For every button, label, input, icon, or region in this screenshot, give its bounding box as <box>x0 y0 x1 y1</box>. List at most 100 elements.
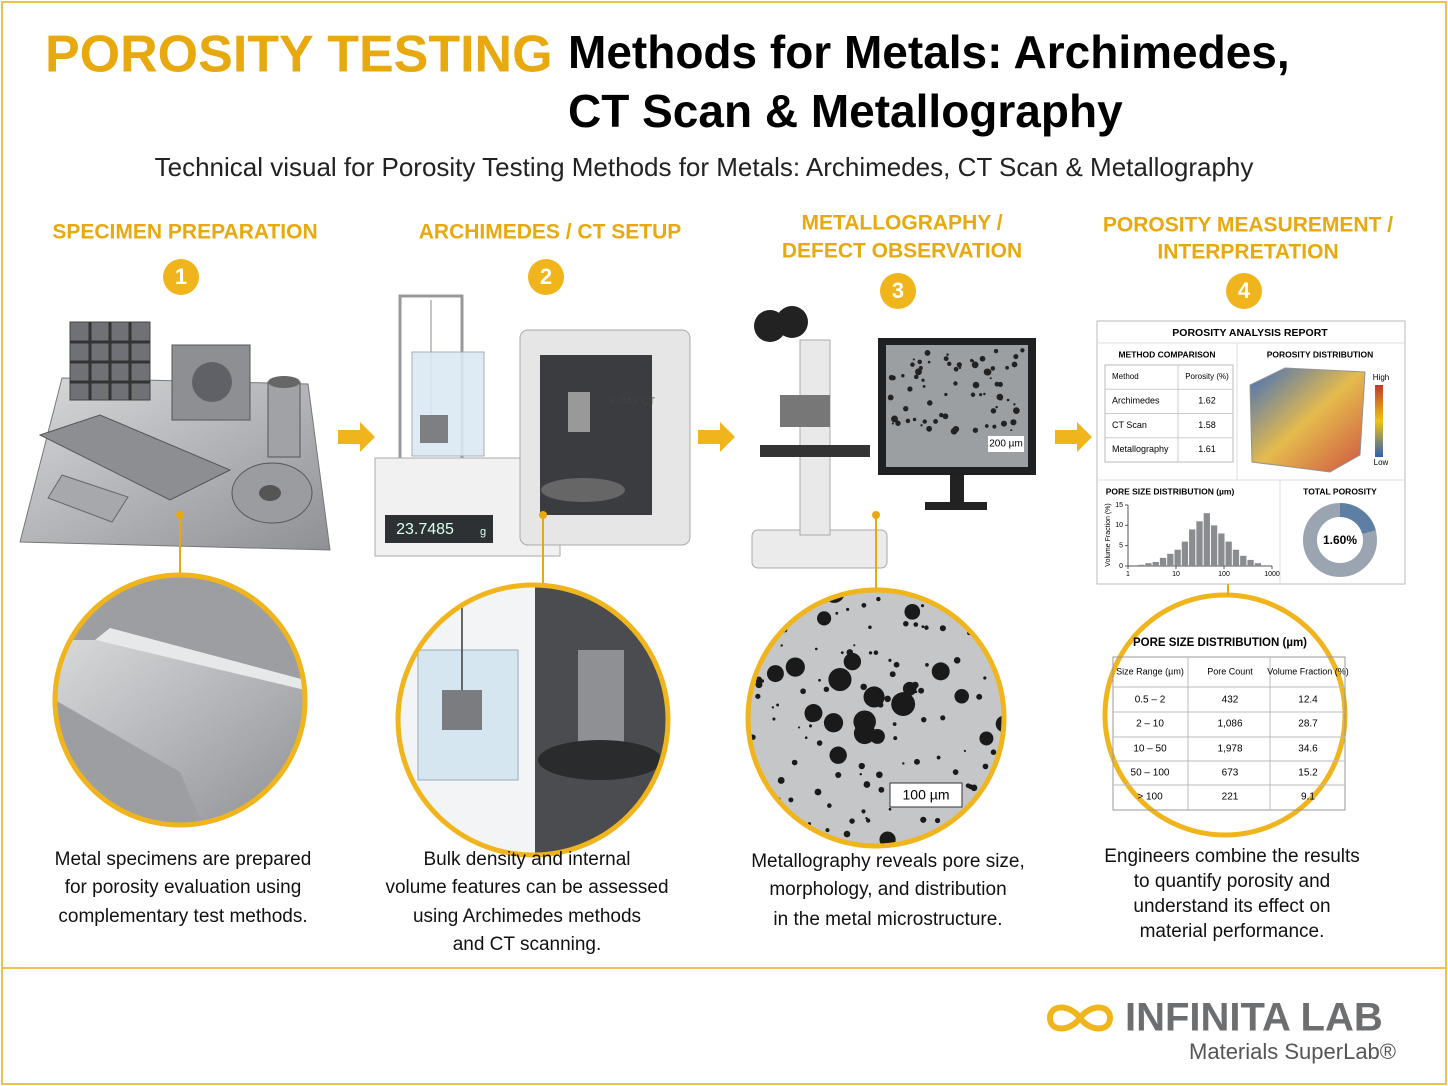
histogram-bar <box>1159 557 1167 566</box>
pore <box>918 365 923 371</box>
pore <box>990 408 997 414</box>
pore <box>774 810 781 817</box>
table-cell: 221 <box>1222 792 1239 803</box>
table-cell: > 100 <box>1137 792 1163 803</box>
step-description: volume features can be assessed <box>385 877 668 898</box>
pore <box>1005 825 1008 828</box>
pore <box>912 417 917 422</box>
x-tick-label: 1 <box>1126 571 1130 578</box>
connector-dot <box>539 511 547 519</box>
histogram-bar <box>1167 553 1174 566</box>
pore <box>1000 584 1004 588</box>
pore <box>846 649 854 656</box>
closeup-ring <box>745 587 1007 849</box>
pore <box>934 817 941 824</box>
table-cell: Archimedes <box>1112 396 1160 406</box>
report: POROSITY ANALYSIS REPORT METHOD COMPARIS… <box>1096 320 1406 585</box>
pore <box>868 651 873 655</box>
closeup-ring <box>52 572 308 828</box>
pore <box>927 360 931 364</box>
y-tick-label: 10 <box>1115 522 1123 529</box>
pore <box>777 590 785 592</box>
pore <box>840 651 844 655</box>
histogram-bar <box>1181 541 1189 566</box>
table-cell: Metallography <box>1112 444 1169 454</box>
title-highlight: POROSITY TESTING <box>45 26 553 84</box>
pore <box>923 583 928 588</box>
pore <box>1011 361 1018 368</box>
pore <box>804 736 808 740</box>
pore <box>823 713 844 733</box>
histogram-bar <box>1189 529 1196 566</box>
pore <box>859 773 862 776</box>
pore <box>914 590 929 595</box>
pore <box>943 356 949 362</box>
pore <box>903 620 909 627</box>
pore <box>1004 799 1007 802</box>
x-tick-label: 100 <box>1218 571 1230 578</box>
pore <box>905 418 911 424</box>
pore <box>984 424 989 428</box>
title-line: CT Scan & Metallography <box>568 85 1123 137</box>
pore <box>946 353 949 356</box>
title-line: Methods for Metals: Archimedes, <box>568 26 1290 78</box>
section-title: TOTAL POROSITY <box>1303 486 1377 496</box>
pore <box>777 777 785 784</box>
pore <box>800 688 806 695</box>
pore <box>993 348 999 354</box>
balance-display: 23.7485 <box>396 521 454 538</box>
pore <box>914 758 920 765</box>
section-title: METHOD COMPARISON <box>1118 349 1215 359</box>
archimedes-ct-image: 23.7485 g X-RAY CT <box>374 294 691 557</box>
table-cell: 1,086 <box>1217 719 1242 730</box>
pore <box>765 622 769 626</box>
pore <box>829 746 847 764</box>
histogram-bar <box>1210 525 1218 566</box>
pore <box>861 809 866 814</box>
pore <box>995 715 1004 733</box>
pore-table: Size Range (µm) Pore Count Volume Fraction… <box>1112 656 1349 811</box>
closeup-ring <box>395 582 671 858</box>
step-description: Metal specimens are prepared <box>55 849 312 870</box>
pore <box>1013 403 1016 406</box>
step-description: Bulk density and internal <box>423 849 630 870</box>
pore <box>913 622 919 627</box>
step-description: to quantify porosity and <box>1134 871 1330 892</box>
pore <box>921 819 924 823</box>
step-description: using Archimedes methods <box>413 906 641 927</box>
pore <box>912 358 915 361</box>
pore <box>982 763 989 770</box>
pore <box>808 835 826 846</box>
pore <box>873 650 879 655</box>
y-tick-label: 15 <box>1115 502 1123 509</box>
step-badge <box>163 259 199 295</box>
specimens-image <box>19 321 331 551</box>
pore <box>787 582 794 589</box>
pore <box>755 676 763 684</box>
pore <box>969 358 974 363</box>
pore <box>910 362 915 367</box>
pore <box>939 625 946 632</box>
section-title: PORE SIZE DISTRIBUTION (µm) <box>1106 486 1235 496</box>
connector-dot <box>872 511 880 519</box>
logo-name: INFINITA LAB <box>1125 996 1383 1040</box>
pore <box>907 698 915 705</box>
histogram-bar <box>1174 549 1181 566</box>
step-title: METALLOGRAPHY / <box>801 212 1002 235</box>
pore <box>940 715 946 721</box>
ct-label: X-RAY CT <box>609 397 655 408</box>
pore <box>1006 398 1010 402</box>
pore <box>979 731 994 746</box>
pore <box>944 392 948 397</box>
pore <box>922 419 927 424</box>
subtitle: Technical visual for Porosity Testing Me… <box>155 152 1254 182</box>
micrograph <box>748 582 1008 846</box>
pore <box>1002 747 1004 752</box>
step-number: 1 <box>175 264 187 289</box>
pore <box>865 817 868 820</box>
pore <box>947 361 952 367</box>
pore <box>863 781 871 788</box>
pore <box>920 424 923 427</box>
